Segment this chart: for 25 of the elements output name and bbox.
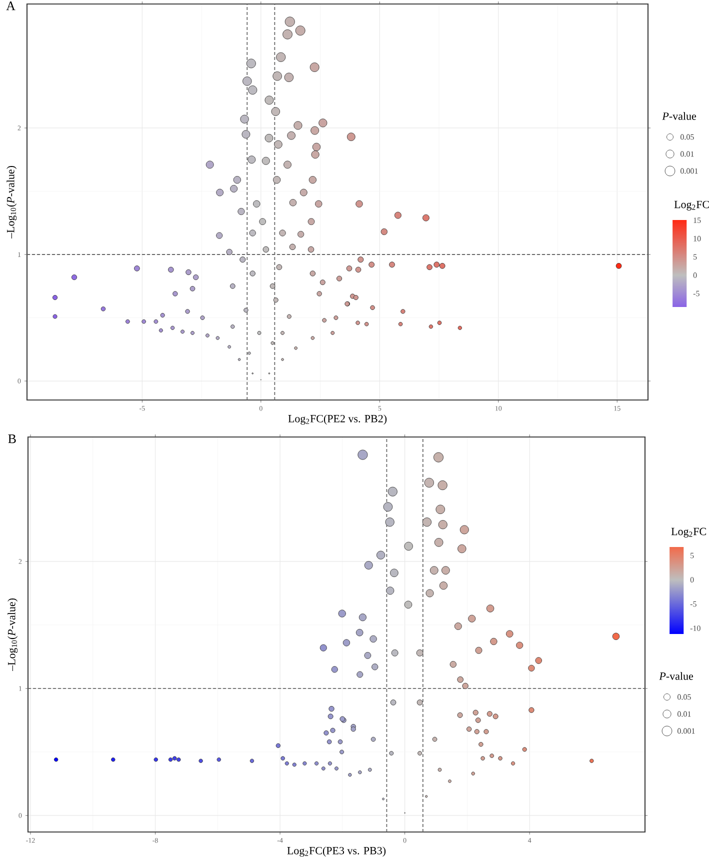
legend-label: 0.001 xyxy=(680,168,698,174)
chart-title: A xyxy=(6,2,16,10)
legend-label: 0.001 xyxy=(677,728,695,734)
legend-label: 0.01 xyxy=(677,711,691,717)
y-axis-title: –Log$_{10}$(P-value) xyxy=(8,598,18,672)
color-bar-label: -5 xyxy=(693,290,700,296)
y-axis-title: –Log$_{10}$(P-value) xyxy=(6,166,17,239)
x-axis-title: Log$_{2}$FC(PE2 vs. PB2) xyxy=(288,414,387,425)
color-bar-title: Log$_{2}$FC xyxy=(671,528,706,538)
legend-label: 0.01 xyxy=(680,151,694,157)
color-bar-label: 0 xyxy=(693,272,697,278)
legend-label: 0.05 xyxy=(677,694,691,700)
color-bar-label: 5 xyxy=(690,552,694,558)
chart-title: B xyxy=(8,434,16,444)
legend-title: P-value xyxy=(662,112,696,120)
color-bar-label: 10 xyxy=(694,236,701,242)
color-bar-label: 5 xyxy=(694,254,697,260)
color-bar-label: -10 xyxy=(690,626,700,631)
x-axis-title: Log$_{2}$FC(PE3 vs. PB3) xyxy=(287,846,386,857)
color-bar-label: 15 xyxy=(694,218,701,223)
color-bar-label: -5 xyxy=(690,601,696,607)
color-bar-title: Log$_{2}$FC xyxy=(674,200,709,210)
legend-label: 0.05 xyxy=(680,134,694,140)
color-bar-label: 0 xyxy=(690,577,694,583)
legend-title: P-value xyxy=(659,672,694,680)
